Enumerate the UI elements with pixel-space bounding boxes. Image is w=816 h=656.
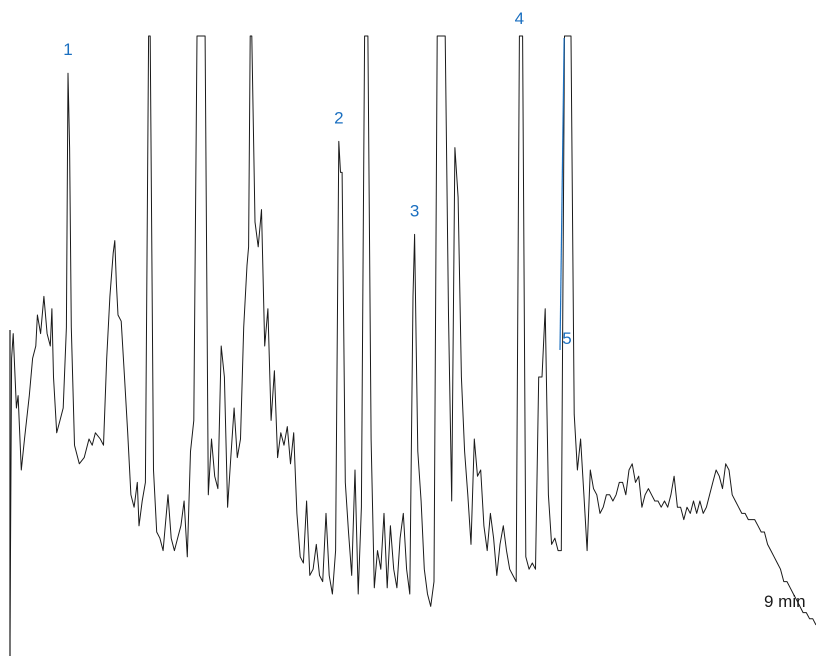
peak-label-1: 1 bbox=[63, 40, 72, 59]
chromatogram-trace bbox=[9, 35, 816, 638]
peak-label-4: 4 bbox=[515, 9, 524, 28]
time-end-label: 9 min bbox=[764, 592, 806, 611]
peak-labels: 1 2 3 4 5 bbox=[63, 9, 571, 348]
peak-label-3: 3 bbox=[410, 201, 419, 220]
peak-label-2: 2 bbox=[334, 108, 343, 127]
peak-label-5: 5 bbox=[562, 329, 571, 348]
peak-5-leader-line bbox=[559, 37, 565, 351]
